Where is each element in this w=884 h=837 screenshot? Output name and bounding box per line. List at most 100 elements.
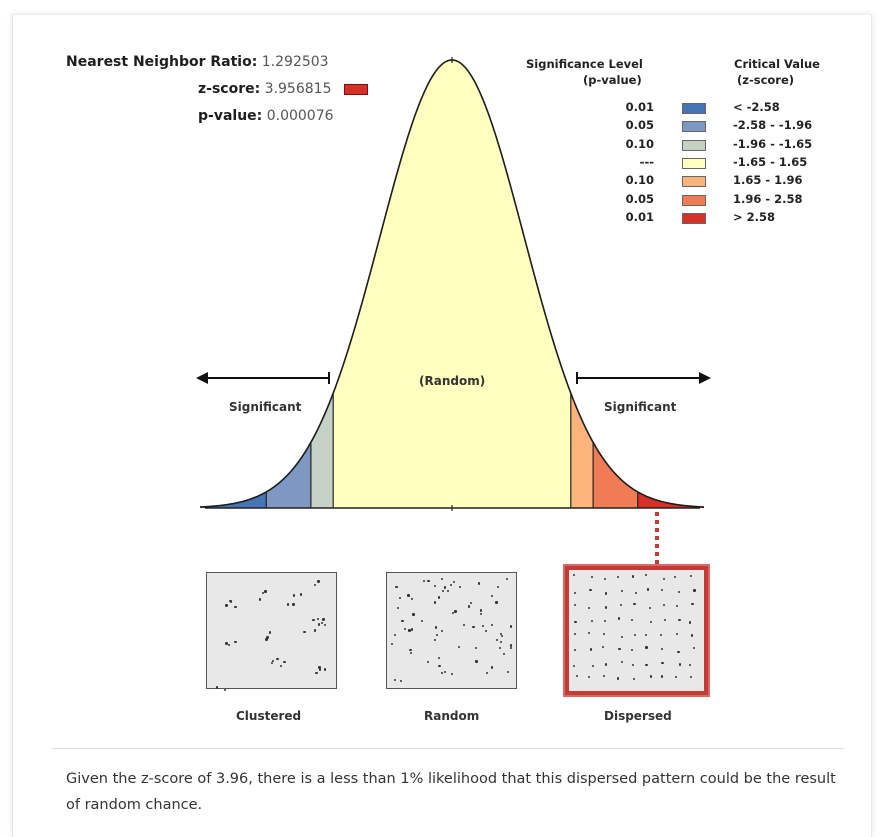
point	[412, 613, 415, 616]
point	[620, 660, 623, 663]
point	[436, 634, 439, 637]
point	[225, 604, 228, 607]
point	[312, 618, 315, 622]
nn-ratio: Nearest Neighbor Ratio: 1.292503	[66, 54, 329, 70]
point	[604, 592, 607, 595]
curve-band-2	[310, 393, 334, 508]
point	[447, 590, 450, 593]
point	[258, 598, 262, 601]
point	[675, 632, 678, 635]
point	[477, 582, 480, 585]
point	[574, 632, 577, 635]
legend-swatch	[682, 176, 706, 188]
point	[631, 618, 634, 622]
point	[397, 606, 400, 609]
point	[633, 603, 636, 606]
significant-right-label: Significant	[604, 400, 677, 414]
point	[661, 661, 664, 665]
point	[661, 648, 664, 651]
point	[604, 620, 607, 623]
point	[590, 575, 593, 578]
legend-crit-header-2: (z-score)	[737, 73, 795, 87]
point	[689, 575, 693, 578]
conclusion-text: Given the z-score of 3.96, there is a le…	[66, 771, 836, 813]
legend-swatch	[682, 157, 706, 169]
point	[645, 633, 648, 636]
curve-fills	[200, 60, 704, 508]
legend-pvalue: ---	[639, 154, 654, 169]
curve-band-3	[333, 60, 571, 508]
point	[261, 591, 265, 595]
nn-ratio-value: 1.292503	[261, 54, 329, 70]
legend-pvalue: 0.05	[625, 118, 654, 133]
point	[437, 596, 440, 599]
point	[645, 646, 648, 649]
point	[691, 603, 694, 606]
point	[674, 675, 677, 678]
point	[619, 603, 622, 607]
point	[505, 577, 508, 580]
point	[215, 686, 219, 689]
legend-swatch	[682, 194, 706, 206]
dispersed-pattern-image	[563, 564, 710, 697]
legend-sig-header-2: (p-value)	[583, 73, 642, 87]
point	[292, 594, 296, 597]
random-pattern-label: Random	[424, 709, 480, 723]
point	[313, 583, 317, 586]
point	[322, 618, 325, 621]
point	[509, 625, 513, 628]
point	[229, 599, 232, 603]
point	[633, 677, 636, 680]
point	[496, 585, 499, 588]
point	[317, 580, 320, 583]
legend-sig-header-1: Significance Level	[526, 57, 643, 71]
point	[440, 629, 444, 632]
random-pattern-image	[386, 572, 517, 689]
legend-crit-header-1: Critical Value	[734, 57, 820, 71]
point	[299, 593, 302, 596]
point	[688, 621, 692, 624]
arrow-left-head	[196, 372, 208, 384]
point	[617, 617, 621, 620]
pvalue: p-value: 0.000076	[198, 108, 334, 124]
point	[486, 672, 489, 675]
point	[484, 630, 488, 633]
point	[421, 619, 424, 622]
point	[457, 646, 460, 649]
random-label: (Random)	[419, 374, 486, 388]
point	[590, 619, 593, 622]
point	[633, 634, 636, 637]
point	[404, 627, 407, 630]
pvalue-value: 0.000076	[266, 108, 334, 124]
point	[292, 603, 295, 606]
point	[444, 670, 447, 673]
zscore-label: z-score:	[198, 81, 261, 97]
point	[225, 642, 228, 645]
legend-pvalue: 0.05	[625, 191, 654, 206]
point	[450, 673, 454, 676]
point	[408, 629, 411, 632]
legend-zscore: 1.65 - 1.96	[733, 173, 803, 188]
point	[572, 664, 575, 667]
nn-ratio-label: Nearest Neighbor Ratio:	[66, 54, 258, 70]
clustered-label: Clustered	[236, 709, 302, 723]
point	[411, 598, 414, 601]
point	[645, 574, 648, 577]
point	[591, 664, 595, 667]
point	[474, 646, 477, 650]
point	[399, 596, 402, 599]
point	[441, 671, 444, 674]
point	[317, 617, 320, 620]
point	[590, 648, 593, 651]
point	[323, 668, 327, 671]
curve-band-1	[266, 442, 311, 508]
point	[463, 623, 466, 626]
legend-pvalue: 0.10	[625, 136, 654, 151]
point	[229, 600, 233, 603]
point	[391, 643, 394, 646]
point	[616, 575, 619, 578]
zscore: z-score: 3.956815	[198, 81, 368, 97]
point	[675, 605, 678, 608]
legend-pvalue: 0.01	[625, 100, 654, 114]
